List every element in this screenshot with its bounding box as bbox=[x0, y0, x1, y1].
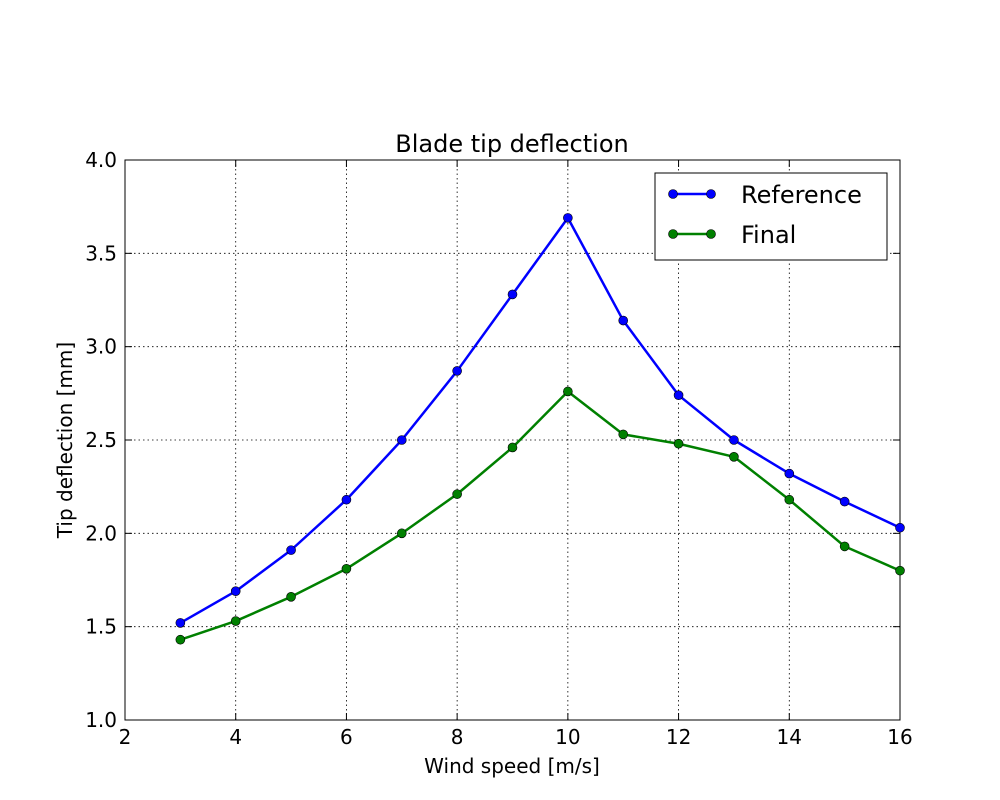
data-point bbox=[175, 634, 186, 645]
legend-marker bbox=[668, 229, 678, 239]
y-tick-label: 4.0 bbox=[85, 148, 117, 172]
data-point bbox=[839, 541, 850, 552]
x-tick-label: 8 bbox=[451, 725, 464, 749]
series-lines bbox=[175, 213, 905, 645]
series-line bbox=[179, 390, 901, 641]
data-point bbox=[396, 528, 407, 539]
data-point bbox=[230, 616, 241, 626]
series-final bbox=[175, 386, 905, 645]
x-tick-label: 16 bbox=[887, 725, 912, 749]
legend-marker bbox=[668, 189, 678, 199]
legend-marker bbox=[706, 189, 716, 199]
data-point bbox=[396, 435, 407, 445]
data-point bbox=[895, 522, 905, 533]
data-point bbox=[729, 451, 739, 462]
data-point bbox=[563, 386, 573, 397]
x-tick-label: 12 bbox=[666, 725, 691, 749]
y-tick-label: 3.0 bbox=[85, 335, 117, 359]
data-point bbox=[286, 591, 296, 602]
series-reference bbox=[175, 213, 905, 628]
y-tick-label: 2.5 bbox=[85, 428, 117, 452]
x-tick-label: 10 bbox=[555, 725, 580, 749]
data-point bbox=[839, 496, 850, 507]
data-point bbox=[895, 565, 905, 576]
axis-ticks: 2 4 6 8 10 12 14 16 1.0 1.5 2.0 2.5 3.0 3.5 4.0 bbox=[85, 148, 913, 749]
data-point bbox=[507, 289, 518, 300]
y-tick-label: 2.0 bbox=[85, 521, 117, 545]
chart-title: Blade tip deflection bbox=[395, 130, 628, 158]
data-point bbox=[286, 545, 296, 555]
data-point bbox=[729, 435, 739, 445]
legend-label: Final bbox=[741, 221, 796, 249]
legend-entry-final: Final bbox=[668, 221, 796, 249]
data-point bbox=[673, 438, 684, 449]
data-point bbox=[230, 586, 241, 597]
legend: Reference Final bbox=[654, 172, 888, 261]
legend-marker bbox=[706, 229, 716, 239]
y-axis-title: Tip deflection [mm] bbox=[53, 342, 77, 539]
data-point bbox=[452, 489, 462, 499]
y-tick-label: 1.5 bbox=[85, 615, 117, 639]
data-point bbox=[618, 315, 629, 326]
x-tick-label: 2 bbox=[119, 725, 132, 749]
data-point bbox=[341, 494, 352, 505]
legend-label: Reference bbox=[741, 181, 862, 209]
data-point bbox=[452, 366, 462, 376]
x-tick-label: 6 bbox=[340, 725, 353, 749]
data-point bbox=[175, 618, 186, 628]
legend-entry-reference: Reference bbox=[668, 181, 862, 209]
data-point bbox=[784, 494, 795, 505]
data-point bbox=[563, 213, 573, 223]
series-line bbox=[179, 216, 901, 625]
y-tick-label: 3.5 bbox=[85, 241, 117, 265]
data-point bbox=[341, 563, 352, 574]
x-axis-title: Wind speed [m/s] bbox=[424, 754, 600, 778]
x-tick-label: 4 bbox=[229, 725, 242, 749]
x-tick-label: 14 bbox=[777, 725, 802, 749]
data-point bbox=[784, 468, 795, 479]
data-point bbox=[618, 429, 629, 440]
data-point bbox=[507, 442, 518, 453]
y-tick-label: 1.0 bbox=[85, 708, 117, 732]
legend-box bbox=[654, 172, 888, 261]
data-point bbox=[673, 390, 684, 401]
